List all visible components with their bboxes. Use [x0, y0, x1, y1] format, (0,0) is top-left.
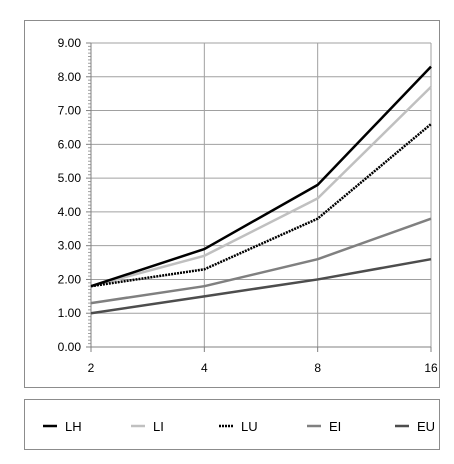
chart-area: 0.00 1.00 2.00 3.00 4.00 5.00 6.00 7.00 8.00 9.00… — [24, 20, 440, 388]
y-tick-label: 5.00 — [58, 171, 82, 185]
legend-label-eu: EU — [417, 419, 435, 434]
y-tick-label: 0.00 — [58, 340, 82, 354]
series-line-lh — [90, 65, 432, 288]
line-chart: 0.00 1.00 2.00 3.00 4.00 5.00 6.00 7.00 8.00 9.00… — [58, 36, 438, 375]
legend-label-lu: LU — [241, 419, 258, 434]
y-tick-label: 6.00 — [58, 137, 82, 151]
y-tick-label: 7.00 — [58, 104, 82, 118]
x-tick-label: 16 — [424, 361, 438, 375]
y-tick-label: 9.00 — [58, 36, 82, 50]
x-tick-label: 2 — [88, 361, 95, 375]
series-line-eu — [90, 257, 432, 315]
legend-items: LH LI LU EI EU — [43, 419, 435, 434]
y-tick-label: 4.00 — [58, 205, 82, 219]
y-tick-label: 3.00 — [58, 239, 82, 253]
x-tick-label: 8 — [314, 361, 321, 375]
legend-label-lh: LH — [65, 419, 82, 434]
y-tick-label: 8.00 — [58, 70, 82, 84]
series-line-lu — [90, 123, 432, 288]
legend-label-li: LI — [153, 419, 164, 434]
legend: LH LI LU EI EU — [24, 399, 440, 450]
y-tick-label: 1.00 — [58, 306, 82, 320]
x-tick-label: 4 — [201, 361, 208, 375]
y-tick-label: 2.00 — [58, 272, 82, 286]
series-line-ei — [90, 217, 432, 305]
legend-label-ei: EI — [329, 419, 341, 434]
series-line-li — [90, 86, 432, 288]
